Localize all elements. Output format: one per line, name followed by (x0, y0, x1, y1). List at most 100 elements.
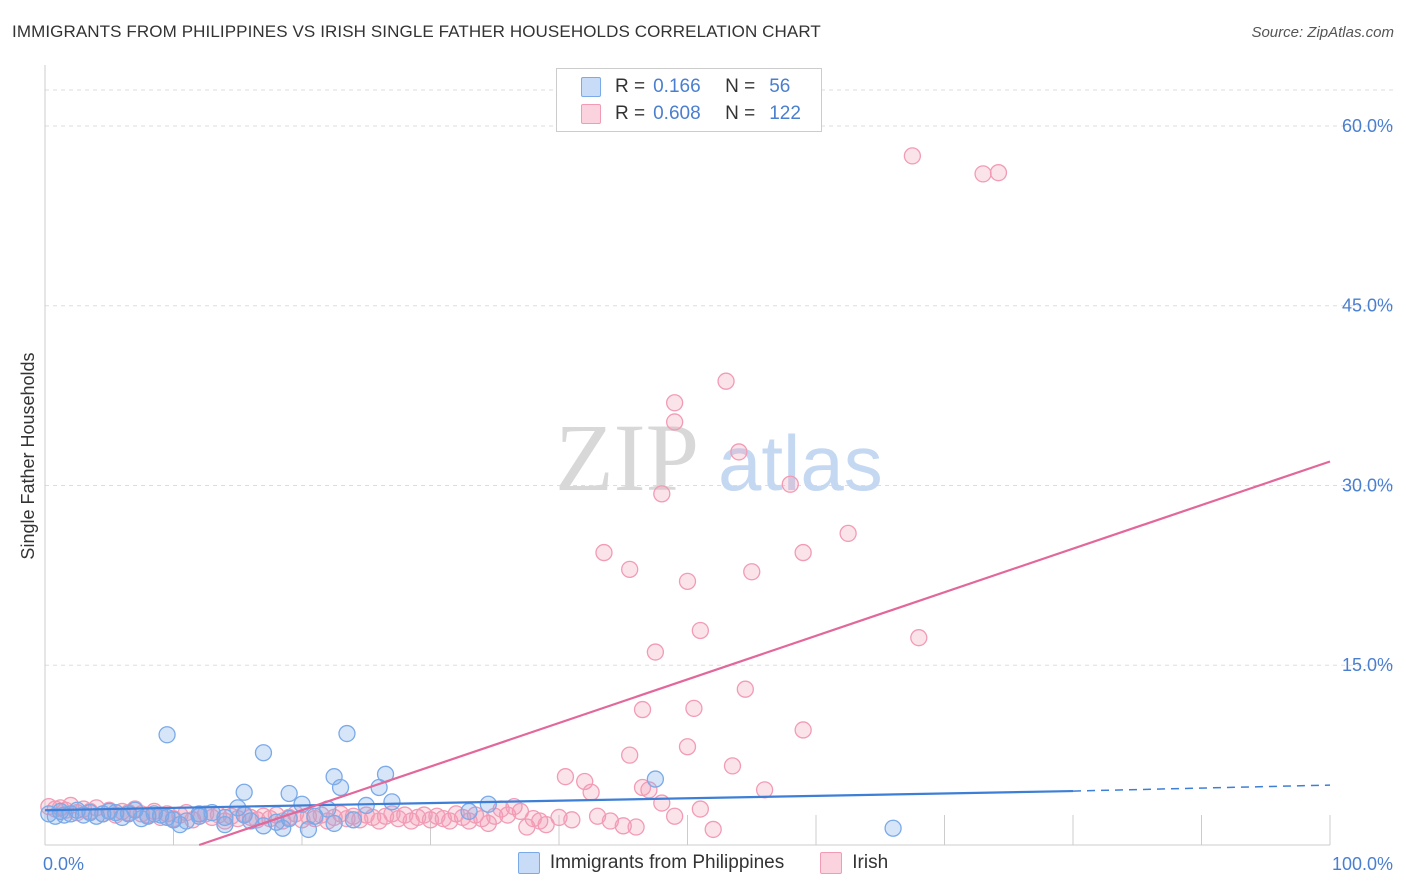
series-swatch-blue (517, 852, 540, 874)
irish-point (563, 811, 581, 829)
philippines-point (338, 724, 356, 743)
irish-point (685, 699, 703, 718)
philippines-point (884, 819, 902, 837)
philippines-point (241, 812, 260, 830)
irish-point (646, 643, 665, 661)
irish-point (666, 413, 684, 431)
irish-point (576, 772, 594, 791)
tick-labels: 15.0% 30.0% 45.0% 60.0% 0.0% 100.0% (43, 116, 1393, 874)
x-tick-label: 0.0% (43, 854, 84, 874)
philippines-point (299, 820, 318, 839)
philippines-point (254, 744, 273, 762)
philippines-point (190, 805, 208, 823)
philippines-point (383, 793, 401, 811)
chart-title: IMMIGRANTS FROM PHILIPPINES VS IRISH SIN… (12, 22, 821, 41)
watermark: ZIP atlas (555, 404, 883, 511)
philippines-point (280, 809, 298, 828)
philippines-point (344, 811, 363, 829)
legend-r-value: 0.166 (653, 76, 701, 97)
irish-point (678, 738, 697, 756)
legend-n-label: N = (725, 103, 756, 124)
watermark-zip: ZIP (555, 404, 699, 511)
irish-point (556, 768, 575, 786)
y-axis-title: Single Father Households (18, 352, 38, 559)
series-legend: Immigrants from Philippines Irish (0, 852, 1406, 874)
legend-n-value: 56 (769, 76, 791, 97)
philippines-point (158, 726, 176, 744)
irish-point (910, 629, 928, 647)
irish-point (588, 807, 607, 825)
irish-point (479, 814, 497, 833)
irish-point (666, 394, 684, 412)
irish-point (730, 443, 748, 461)
x-tick-label: 100.0% (1332, 854, 1393, 874)
philippines-point (280, 784, 298, 803)
irish-point (312, 806, 330, 824)
irish-point (678, 572, 697, 590)
legend-swatch-pink (581, 104, 601, 124)
philippines-trendline (44, 789, 1074, 812)
irish-point (717, 372, 735, 390)
irish-point (396, 806, 414, 824)
y-tick-label: 15.0% (1342, 655, 1393, 675)
series-legend-irish: Irish (820, 852, 888, 874)
philippines-point (274, 819, 292, 837)
watermark-atlas: atlas (718, 419, 883, 507)
irish-point (989, 164, 1008, 182)
philippines-point (216, 815, 234, 834)
legend-swatch-blue (581, 77, 601, 97)
philippines-point (325, 814, 343, 833)
irish-point (736, 680, 754, 698)
irish-point (839, 524, 857, 543)
irish-point (614, 817, 632, 835)
irish-point (755, 781, 774, 799)
series-legend-philippines: Immigrants from Philippines (517, 852, 785, 874)
legend-r-label: R = (615, 103, 646, 124)
philippines-point (479, 795, 497, 813)
irish-point (974, 165, 992, 183)
philippines-trendline-extension (1072, 784, 1331, 792)
legend-r-label: R = (615, 76, 646, 97)
y-tick-label: 30.0% (1342, 475, 1393, 495)
legend-row-philippines: R = 0.166 N = 56 (581, 75, 790, 99)
y-tick-label: 45.0% (1342, 296, 1393, 316)
y-tick-label: 60.0% (1342, 116, 1393, 136)
irish-point (903, 147, 922, 165)
philippines-point (145, 805, 163, 823)
irish-point (723, 757, 742, 775)
trendlines (44, 460, 1331, 847)
legend-row-irish: R = 0.608 N = 122 (581, 102, 801, 126)
philippines-point (646, 770, 665, 788)
irish-point (666, 807, 684, 825)
irish-point (794, 721, 812, 739)
irish-point (595, 543, 613, 562)
series-label-philippines: Immigrants from Philippines (549, 852, 785, 873)
series-swatch-pink (820, 852, 843, 874)
irish-point (653, 485, 671, 503)
irish-point (633, 700, 652, 719)
philippines-point (325, 768, 343, 786)
correlation-legend: R = 0.166 N = 56 R = 0.608 N = 122 (556, 68, 822, 132)
irish-point (653, 794, 671, 812)
irish-point (441, 812, 459, 830)
series-label-irish: Irish (852, 852, 889, 873)
irish-point (582, 783, 600, 801)
irish-point (550, 808, 568, 827)
philippines-point (331, 778, 350, 797)
irish-point (691, 800, 709, 818)
legend-n-label: N = (725, 76, 756, 97)
irish-trendline (198, 460, 1331, 847)
philippines-point (203, 803, 221, 822)
source-credit: Source: ZipAtlas.com (1251, 24, 1394, 41)
irish-point (621, 560, 639, 579)
irish-point (537, 815, 555, 834)
philippines-point (235, 783, 253, 801)
irish-point (601, 812, 620, 830)
irish-point (640, 781, 658, 799)
legend-r-value: 0.608 (653, 103, 701, 124)
irish-point (511, 802, 530, 821)
irish-point (691, 621, 709, 640)
philippines-point (216, 808, 234, 827)
philippines-point (460, 802, 478, 821)
